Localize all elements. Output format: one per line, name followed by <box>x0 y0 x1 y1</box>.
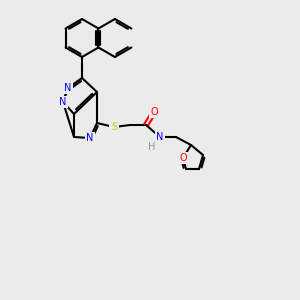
Text: O: O <box>179 153 187 163</box>
Text: O: O <box>150 107 158 117</box>
Text: N: N <box>64 83 72 93</box>
Text: N: N <box>59 97 67 107</box>
Text: H: H <box>148 142 156 152</box>
Text: N: N <box>156 132 164 142</box>
Text: S: S <box>111 122 117 132</box>
Text: N: N <box>86 133 94 143</box>
